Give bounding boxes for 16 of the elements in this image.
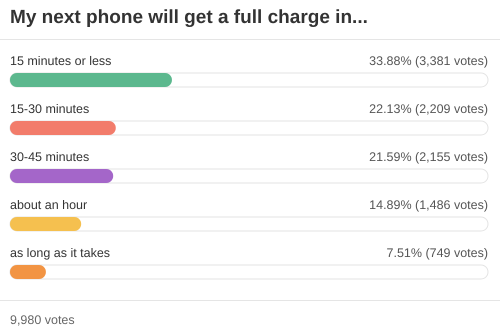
data-label: 33.88% (3,381 votes) bbox=[369, 54, 488, 68]
text: 9,980 votes bbox=[10, 313, 75, 327]
bar bbox=[10, 217, 82, 231]
bar bbox=[10, 169, 114, 183]
y-tick-label: as long as it takes bbox=[10, 246, 110, 260]
data-label: 21.59% (2,155 votes) bbox=[369, 150, 488, 164]
chart-title: My next phone will get a full charge in... bbox=[10, 7, 368, 28]
y-tick-label: 30-45 minutes bbox=[10, 150, 90, 164]
data-label: 7.51% (749 votes) bbox=[386, 246, 488, 260]
data-label: 22.13% (2,209 votes) bbox=[369, 102, 488, 116]
y-tick-label: 15-30 minutes bbox=[10, 102, 90, 116]
y-tick-label: 15 minutes or less bbox=[10, 54, 112, 68]
bar bbox=[10, 121, 116, 135]
y-tick-label: about an hour bbox=[10, 198, 88, 212]
bar bbox=[10, 265, 46, 279]
data-label: 14.89% (1,486 votes) bbox=[369, 198, 488, 212]
